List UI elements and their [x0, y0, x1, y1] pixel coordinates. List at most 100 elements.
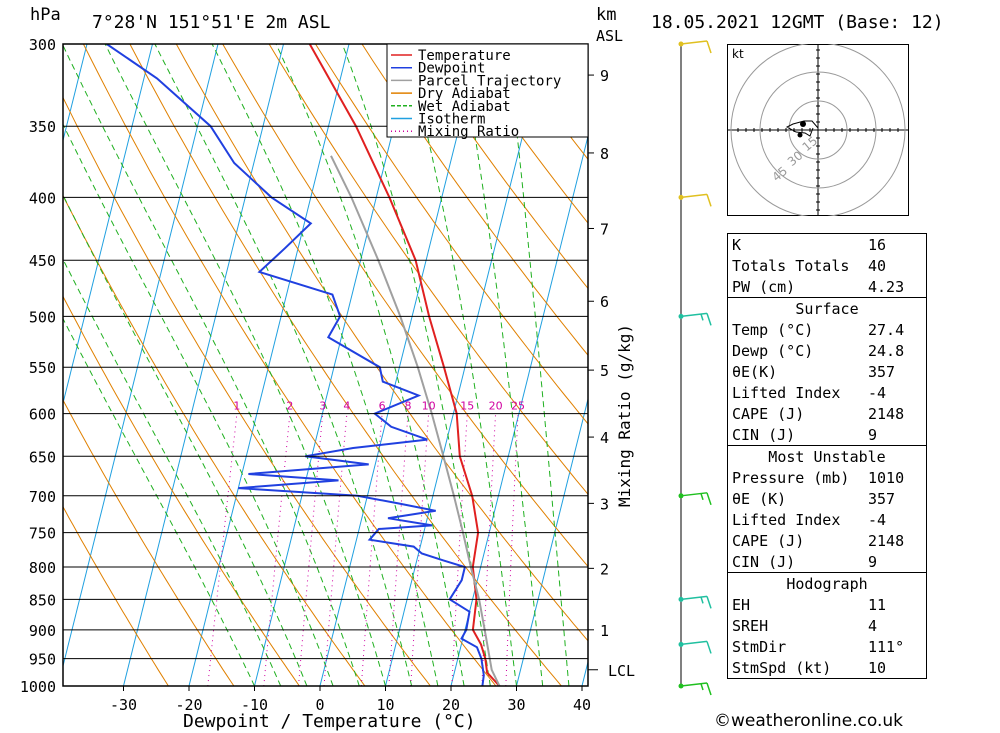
isotherm-line — [0, 44, 22, 686]
wind-barb-flag — [706, 492, 712, 506]
pressure-tick-label: 700 — [29, 488, 56, 506]
wet-adiabat-line — [275, 44, 465, 686]
x-tick-label: 40 — [573, 696, 591, 714]
legend-entry: Parcel Trajectory — [418, 73, 561, 89]
wind-barb-halfflag — [700, 493, 704, 501]
wind-barb-staff — [680, 640, 708, 646]
wind-barb-staff — [680, 40, 708, 45]
surface-thetae-label: θE(K) — [732, 362, 778, 381]
eh-value: 11 — [868, 595, 887, 614]
height-tick-label: 7 — [600, 220, 609, 238]
hodograph-unit-label: kt — [732, 47, 744, 61]
height-tick-label: 5 — [600, 362, 609, 380]
isotherm-line — [450, 134, 588, 686]
hpa-label: hPa — [30, 5, 61, 25]
pw-label: PW (cm) — [732, 277, 796, 296]
legend-entry: Isotherm — [418, 112, 485, 128]
isotherm-line — [385, 44, 546, 686]
mixing-ratio-tick-label: 6 — [379, 400, 386, 413]
k-index-label: K — [732, 235, 742, 254]
surface-temp-label: Temp (°C) — [732, 320, 814, 339]
isotherm-line — [63, 44, 219, 669]
surface-dewp-value: 24.8 — [868, 341, 905, 360]
pressure-tick-label: 950 — [29, 651, 56, 669]
mixing-ratio-axis-label: Mixing Ratio (g/kg) — [615, 324, 634, 507]
mixing-ratio-tick-label: 4 — [343, 400, 350, 413]
location-label: 7°28'N 151°51'E 2m ASL — [92, 12, 331, 33]
isotherm-line — [188, 44, 350, 686]
stmdir-label: StmDir — [732, 637, 787, 656]
pressure-tick-label: 300 — [29, 36, 56, 54]
wind-barb-staff — [680, 492, 708, 497]
mixing-ratio-line — [263, 413, 291, 686]
pw-value: 4.23 — [868, 277, 905, 296]
stmspd-label: StmSpd (kt) — [732, 658, 832, 677]
totals-totals-value: 40 — [868, 256, 887, 275]
mu-cin-label: CIN (J) — [732, 552, 796, 571]
height-tick-label: 2 — [600, 560, 609, 578]
dry-adiabat-line — [175, 44, 588, 642]
mixing-ratio-tick-label: 8 — [405, 400, 412, 413]
mixing-ratio-line — [360, 413, 383, 686]
surface-title: Surface — [727, 297, 927, 319]
copyright-link[interactable]: ©weatheronline.co.uk — [714, 711, 904, 731]
mu-li-value: -4 — [868, 510, 887, 529]
height-tick-label: 9 — [600, 67, 609, 85]
most-unstable-title: Most Unstable — [727, 445, 927, 467]
hodograph-ring — [759, 71, 877, 189]
height-tick-label: 4 — [600, 429, 609, 447]
mixing-ratio-tick-label: 25 — [511, 400, 525, 413]
legend-entry: Dry Adiabat — [418, 86, 511, 102]
parcel-trajectory-line — [330, 155, 501, 686]
surface-cin-value: 9 — [868, 425, 878, 444]
pressure-tick-label: 1000 — [20, 678, 56, 696]
mu-thetae-label: θE (K) — [732, 489, 787, 508]
wind-barb-flag — [706, 682, 712, 696]
mu-thetae-value: 357 — [868, 489, 896, 508]
hodograph-point — [797, 132, 803, 138]
mu-cin-value: 9 — [868, 552, 878, 571]
dry-adiabat-line — [454, 44, 588, 224]
hodograph-ring — [788, 100, 848, 160]
isotherm-line — [254, 44, 415, 686]
legend-entry: Temperature — [418, 48, 511, 64]
wet-adiabat-line — [63, 317, 255, 686]
wind-barb-staff — [680, 682, 708, 687]
surface-thetae-value: 357 — [868, 362, 896, 381]
hodograph-title: Hodograph — [727, 572, 927, 594]
surface-cape-value: 2148 — [868, 404, 905, 423]
eh-label: EH — [732, 595, 751, 614]
plot-frame — [62, 43, 589, 687]
profile-lines — [106, 44, 501, 686]
mu-pressure-value: 1010 — [868, 468, 905, 487]
isotherm-line — [123, 44, 284, 686]
legend-box — [386, 43, 589, 138]
dry-adiabat-line — [63, 96, 431, 686]
pressure-tick-label: 550 — [29, 359, 56, 377]
wind-barb-halfflag — [700, 313, 704, 321]
height-tick-label: 1 — [600, 622, 609, 640]
pressure-tick-label: 600 — [29, 406, 56, 424]
wet-adiabat-line — [63, 123, 334, 686]
dry-adiabat-line — [361, 44, 588, 356]
wet-adiabat-line — [63, 44, 360, 686]
legend-entry: Wet Adiabat — [418, 99, 511, 115]
plot-border — [62, 43, 589, 687]
wind-barb-flag — [706, 596, 712, 609]
surface-cin-label: CIN (J) — [732, 425, 796, 444]
legend-entry: Dewpoint — [418, 61, 485, 77]
mixing-ratio-tick-label: 20 — [489, 400, 503, 413]
pressure-tick-label: 450 — [29, 252, 56, 270]
wet-adiabat-line — [154, 44, 413, 686]
legend-entry: Mixing Ratio — [418, 124, 519, 140]
pressure-tick-label: 400 — [29, 189, 56, 207]
x-tick-label: 0 — [315, 696, 324, 714]
x-tick-label: -30 — [110, 696, 137, 714]
wet-adiabat-line — [63, 258, 282, 686]
wind-barb-halfflag — [700, 596, 704, 604]
mixing-ratio-tick-label: 3 — [319, 400, 326, 413]
pressure-tick-label: 800 — [29, 559, 56, 577]
mu-li-label: Lifted Index — [732, 510, 841, 529]
surface-cape-label: CAPE (J) — [732, 404, 805, 423]
